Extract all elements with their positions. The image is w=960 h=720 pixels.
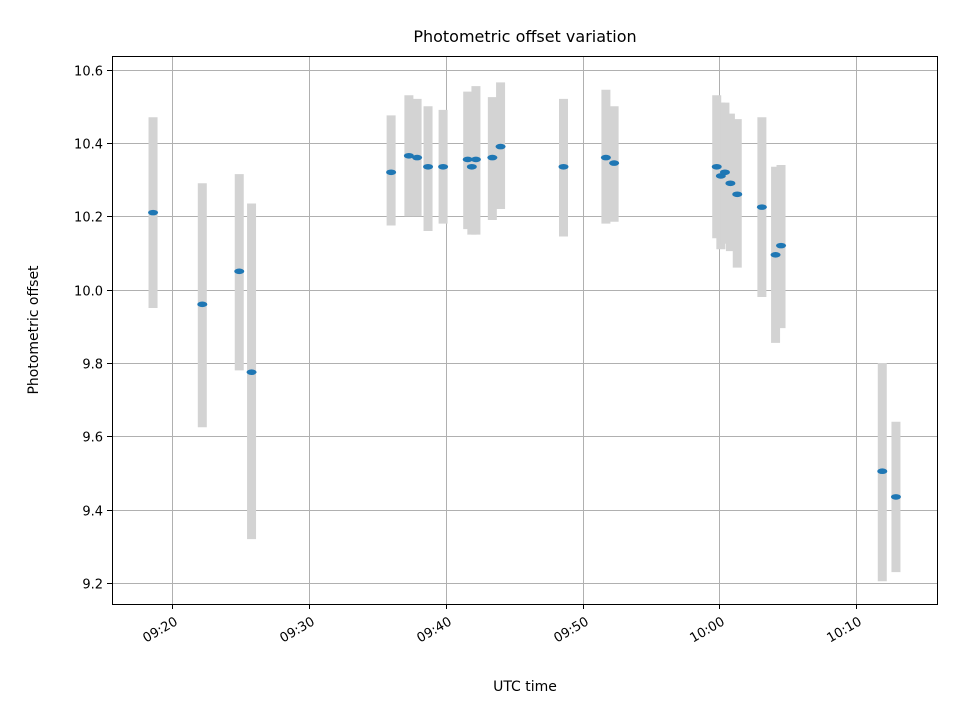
data-point <box>890 494 901 500</box>
y-tick-label: 9.6 <box>82 431 103 446</box>
data-point <box>877 468 888 475</box>
data-point <box>609 160 620 166</box>
data-point <box>495 143 506 150</box>
data-point <box>725 180 736 187</box>
data-point <box>770 252 781 258</box>
y-tick-label: 9.2 <box>82 578 103 593</box>
data-point <box>732 191 743 198</box>
y-tick-label: 9.8 <box>82 358 103 373</box>
x-tick-label: 09:30 <box>278 614 318 646</box>
data-point <box>246 369 257 375</box>
x-tick-label: 10:10 <box>825 614 865 646</box>
y-tick-label: 10.0 <box>74 285 103 300</box>
data-point <box>197 301 208 308</box>
data-point <box>412 154 423 161</box>
data-point <box>148 209 159 216</box>
error-bars <box>148 82 901 582</box>
data-point <box>756 204 767 210</box>
x-tick-label: 09:20 <box>141 614 181 646</box>
y-tick-label: 10.2 <box>74 211 103 226</box>
data-point <box>776 242 787 249</box>
data-point <box>719 169 730 176</box>
x-tick-label: 10:00 <box>688 614 728 646</box>
y-tick-label: 10.6 <box>74 65 103 80</box>
data-point <box>234 268 245 275</box>
chart-title: Photometric offset variation <box>413 27 636 46</box>
x-axis-ticks: 09:20 09:30 09:40 09:50 10:00 10:10 <box>141 604 865 646</box>
data-point <box>600 154 611 161</box>
x-tick-label: 09:50 <box>552 614 592 646</box>
data-point <box>403 152 414 159</box>
data-point <box>386 169 397 176</box>
data-point <box>462 156 473 163</box>
data-point <box>558 163 569 170</box>
data-point <box>466 163 477 170</box>
data-points <box>148 143 901 500</box>
x-axis-label: UTC time <box>493 679 557 695</box>
data-point <box>487 154 498 161</box>
y-tick-label: 9.4 <box>82 505 103 520</box>
plot-frame <box>112 56 938 605</box>
data-point <box>470 156 481 163</box>
data-point <box>423 163 434 170</box>
y-axis-label: Photometric offset <box>26 265 42 395</box>
data-point <box>711 163 722 170</box>
y-axis-ticks: 9.2 9.4 9.6 9.8 10.0 10.2 10.4 10.6 <box>74 65 112 593</box>
x-tick-label: 09:40 <box>415 614 455 646</box>
y-tick-label: 10.4 <box>74 138 103 153</box>
data-point <box>438 163 449 170</box>
